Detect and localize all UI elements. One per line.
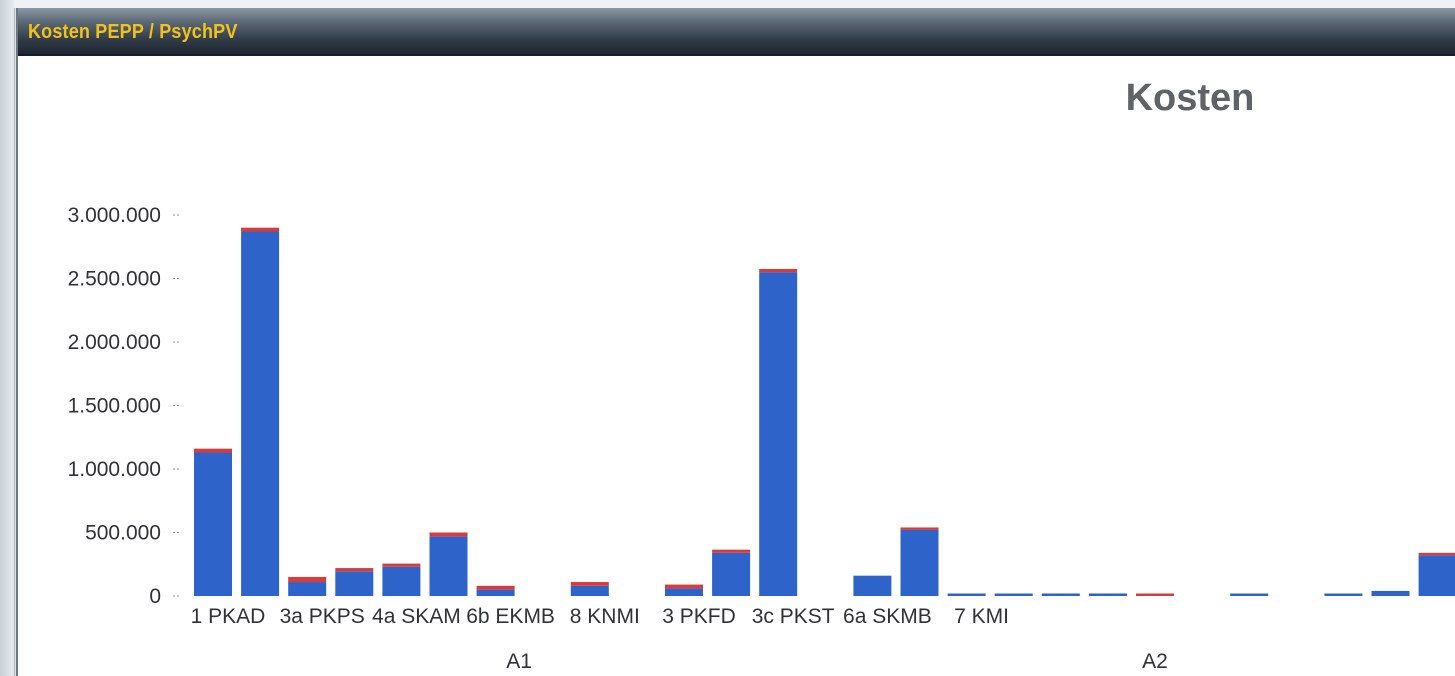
bar-segment-red[interactable] [1418, 552, 1455, 556]
window-title: Kosten PEPP / PsychPV [28, 21, 238, 43]
bar-segment-red[interactable] [712, 549, 751, 553]
top-background-strip [14, 0, 1455, 8]
bar-segment-blue[interactable] [947, 593, 986, 597]
bar-segment-blue[interactable] [1041, 593, 1080, 596]
bar-segment-red[interactable] [241, 227, 280, 232]
bar-segment-blue[interactable] [429, 536, 468, 596]
x-category-label: 3a PKPS [280, 605, 365, 628]
left-background-strip [0, 0, 15, 676]
window-title-bar[interactable]: Kosten PEPP / PsychPV [18, 8, 1455, 56]
bar-segment-red[interactable] [429, 532, 468, 537]
bar-segment-blue[interactable] [194, 452, 232, 596]
x-category-label: 3c PKST [752, 605, 835, 628]
bar-segment-blue[interactable] [1088, 593, 1127, 596]
bar-segment-red[interactable] [665, 584, 703, 589]
y-axis-ticks: 0 500.000 1.000.000 1.500.000 2.000.000 2.500… [68, 204, 179, 608]
bar-segment-blue[interactable] [712, 552, 751, 596]
bar-segment-blue[interactable] [1418, 555, 1455, 596]
x-category-label: 6b EKMB [466, 605, 555, 628]
bar-segment-blue[interactable] [476, 589, 515, 596]
y-tick-label: 3.000.000 [68, 204, 161, 227]
y-tick-label: 1.000.000 [68, 458, 161, 481]
chart-window: Kosten PEPP / PsychPV Kosten 0 500.000 1.0… [16, 8, 1455, 676]
y-tick-label: 1.500.000 [68, 395, 161, 418]
bar-segment-red[interactable] [335, 568, 374, 572]
x-group-label: A2 [1142, 650, 1168, 673]
cost-bar-chart: Kosten 0 500.000 1.000.000 1.500.000 2.000.0… [68, 77, 1455, 673]
y-tick-label: 2.500.000 [68, 268, 161, 291]
bar-segment-blue[interactable] [759, 272, 798, 596]
bar-segment-red[interactable] [570, 582, 609, 586]
bar-segment-blue[interactable] [241, 231, 280, 596]
x-category-label: 7 KMI [954, 605, 1009, 628]
x-group-label: A1 [506, 650, 532, 673]
x-category-label: 8 KNMI [570, 605, 640, 628]
x-category-label: 4a SKAM [372, 605, 461, 628]
x-axis-category-labels: 1 PKAD 3a PKPS 4a SKAM 6b EKMB 8 KNMI 3 PKFD 3… [191, 605, 1009, 628]
bar-segment-blue[interactable] [665, 588, 703, 596]
bar-segment-red[interactable] [1136, 593, 1174, 597]
bar-segment-red[interactable] [194, 448, 232, 453]
bar-segment-blue[interactable] [335, 571, 374, 596]
bar-segment-blue[interactable] [570, 585, 609, 596]
x-category-label: 6a SKMB [843, 605, 932, 628]
bar-segment-blue[interactable] [853, 575, 892, 596]
bar-segment-red[interactable] [900, 527, 939, 530]
bar-segment-red[interactable] [382, 563, 421, 567]
bar-segment-red[interactable] [476, 585, 515, 590]
bar-segment-blue[interactable] [288, 582, 327, 596]
bar-segment-red[interactable] [288, 576, 327, 583]
chart-title: Kosten [1126, 77, 1255, 119]
bar-segment-blue[interactable] [994, 593, 1033, 597]
bar-segment-blue[interactable] [1230, 593, 1269, 597]
bar-segment-blue[interactable] [1371, 590, 1410, 596]
bar-segment-blue[interactable] [900, 529, 939, 596]
x-axis-group-labels: A1 A2 [506, 650, 1168, 673]
x-category-label: 3 PKFD [662, 605, 736, 628]
y-tick-label: 0 [149, 585, 161, 608]
bar-series [194, 227, 1455, 597]
y-tick-label: 500.000 [85, 522, 161, 545]
bar-segment-blue[interactable] [382, 566, 421, 596]
y-tick-label: 2.000.000 [68, 331, 161, 354]
bar-segment-blue[interactable] [1324, 593, 1363, 597]
x-category-label: 1 PKAD [191, 605, 266, 628]
bar-segment-red[interactable] [759, 268, 798, 273]
